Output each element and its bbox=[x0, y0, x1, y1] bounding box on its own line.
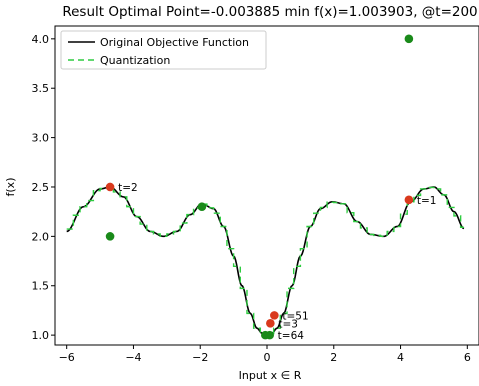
sample-point bbox=[404, 34, 414, 44]
point-annotation: t=1 bbox=[417, 195, 437, 207]
sample-point bbox=[197, 202, 207, 212]
point-annotation: t=51 bbox=[282, 310, 308, 322]
sample-point bbox=[404, 195, 414, 205]
legend-label-quantization: Quantization bbox=[100, 54, 170, 67]
y-tick-label: 1.5 bbox=[32, 280, 50, 293]
y-tick-label: 2.5 bbox=[32, 181, 50, 194]
sample-point bbox=[270, 311, 279, 320]
point-annotation: t=3 bbox=[278, 318, 298, 330]
x-tick-label: 4 bbox=[397, 351, 404, 364]
point-annotation: t=2 bbox=[118, 182, 138, 194]
x-axis-ticks: −6 −4 −2 0 2 4 6 bbox=[59, 345, 471, 364]
point-annotation: t=64 bbox=[278, 330, 305, 342]
x-tick-label: −2 bbox=[192, 351, 208, 364]
legend: Original Objective Function Quantization bbox=[60, 30, 267, 70]
y-tick-label: 1.0 bbox=[32, 329, 50, 342]
plot-area bbox=[54, 25, 479, 346]
sample-point bbox=[266, 318, 275, 328]
sample-point bbox=[105, 182, 115, 192]
legend-box bbox=[60, 30, 267, 70]
x-tick-label: 0 bbox=[264, 351, 271, 364]
y-tick-label: 2.0 bbox=[32, 230, 50, 243]
x-axis-label: Input x ∈ R bbox=[239, 369, 302, 382]
sample-points: t=1 t=2 t=3t=51 t=64 bbox=[105, 34, 437, 342]
x-tick-label: 6 bbox=[464, 351, 471, 364]
y-tick-label: 3.5 bbox=[32, 82, 50, 95]
x-tick-label: −4 bbox=[125, 351, 141, 364]
legend-label-original: Original Objective Function bbox=[100, 36, 249, 49]
y-tick-label: 4.0 bbox=[32, 33, 50, 46]
y-axis-label: f(x) bbox=[4, 178, 17, 197]
x-tick-label: 2 bbox=[330, 351, 337, 364]
x-tick-label: −6 bbox=[59, 351, 75, 364]
sample-point bbox=[105, 232, 115, 241]
sample-point bbox=[261, 330, 270, 340]
y-tick-label: 3.0 bbox=[32, 132, 50, 145]
chart-title: Result Optimal Point=-0.003885 min f(x)=… bbox=[62, 4, 477, 20]
y-axis-ticks: 1.0 1.5 2.0 2.5 3.0 3.5 4.0 bbox=[32, 33, 55, 342]
